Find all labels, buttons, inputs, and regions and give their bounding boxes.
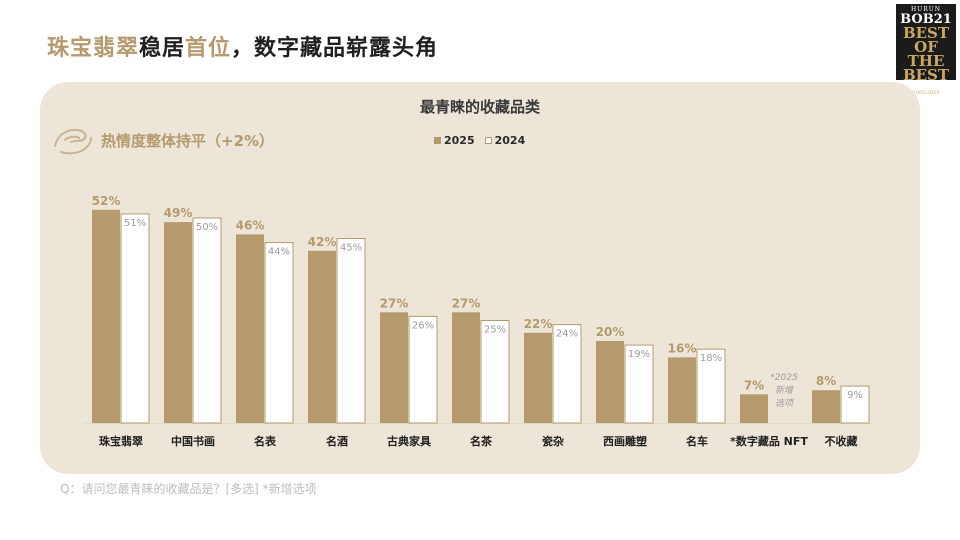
bar-2025 [524, 332, 552, 423]
data-label-2025: 52% [92, 194, 121, 208]
page-headline: 珠宝翡翠稳居首位，数字藏品崭露头角 [47, 30, 438, 62]
data-label-2024: 19% [628, 349, 650, 360]
category-label: 古典家具 [387, 434, 431, 448]
bar-2024 [336, 238, 366, 424]
bar-2025 [596, 341, 624, 423]
bar-2024 [696, 348, 726, 424]
chart-subtitle: 热情度整体持平（+2%） [101, 132, 275, 150]
bar-2025 [380, 312, 408, 423]
data-label-2025: 27% [380, 296, 409, 310]
data-label-2025: 20% [596, 325, 625, 339]
category-label: 不收藏 [825, 434, 858, 448]
data-label-2025: 8% [816, 374, 836, 388]
data-label-2025: 7% [744, 378, 764, 392]
bar-2025 [452, 312, 480, 423]
data-label-2024: 50% [196, 222, 218, 233]
logo-line-2: BOB21 [900, 12, 952, 27]
data-label-2024: 24% [556, 329, 578, 340]
legend-item-2025: 2025 [434, 134, 475, 147]
legend-item-2024: 2024 [484, 134, 526, 147]
legend-swatch-2025 [434, 137, 441, 144]
bar-2024 [840, 385, 870, 424]
category-label: 中国书画 [171, 434, 215, 448]
category-label: 珠宝翡翠 [99, 434, 143, 448]
bar-2025 [812, 390, 840, 423]
data-label-2025: 27% [452, 296, 481, 310]
bar-2025 [92, 209, 120, 423]
data-label-2025: 22% [524, 317, 553, 331]
data-label-2025: 16% [668, 341, 697, 355]
hand-icon [54, 128, 92, 155]
data-label-2025: 42% [308, 235, 337, 249]
legend-label-2024: 2024 [494, 134, 526, 147]
bar-2024 [552, 324, 582, 424]
data-label-2024: 51% [124, 218, 146, 229]
bar-2025 [668, 357, 696, 423]
survey-question-footnote: Q：请问您最青睐的收藏品是？[多选] *新增选项 [60, 482, 317, 496]
bar-2024 [192, 217, 222, 424]
bar-2024 [624, 344, 654, 424]
new-option-annotation: *2025 [770, 373, 798, 383]
chart-legend: 2025 2024 [434, 134, 525, 147]
category-label: 西画雕塑 [603, 434, 647, 448]
headline-highlight-1: 珠宝翡翠 [47, 36, 140, 61]
category-label: 名表 [254, 434, 277, 448]
data-label-2024: 44% [268, 247, 290, 258]
chart-title: 最青睐的收藏品类 [419, 98, 540, 116]
legend-label-2025: 2025 [444, 134, 475, 147]
data-label-2025: 46% [236, 218, 265, 232]
bar-2024 [480, 320, 510, 424]
new-option-annotation: 选项 [775, 398, 795, 409]
data-label-2024: 26% [412, 320, 434, 331]
bar-2025 [236, 234, 264, 423]
data-label-2024: 25% [484, 325, 506, 336]
hurun-best-of-best-logo: HURUN BOB21 BEST OF THE BEST 胡润至尚优品 2005… [896, 4, 956, 96]
data-label-2024: 18% [700, 353, 722, 364]
bar-2025 [740, 394, 768, 423]
bar-2024 [408, 315, 438, 424]
data-label-2024: 9% [847, 390, 863, 401]
logo-line-3: BEST OF THE BEST [902, 24, 950, 84]
headline-text-1: 稳居 [139, 36, 186, 61]
logo-line-5: 2005-2025 [912, 90, 940, 96]
logo-line-4: 胡润至尚优品 [910, 84, 941, 90]
data-label-2024: 45% [340, 243, 362, 254]
new-option-annotation: 新增 [775, 385, 794, 396]
headline-text-2: ，数字藏品崭露头角 [231, 36, 439, 61]
bar-2025 [164, 222, 192, 423]
bar-2025 [308, 250, 336, 423]
category-label: 名酒 [326, 434, 348, 448]
category-label: 名茶 [470, 434, 493, 448]
bar-2024 [264, 242, 294, 424]
category-label: 名车 [686, 434, 708, 448]
category-label: 瓷杂 [542, 434, 564, 448]
headline-highlight-2: 首位 [185, 36, 232, 61]
data-label-2025: 49% [164, 206, 193, 220]
logo-line-1: HURUN [910, 6, 942, 13]
bar-2024 [120, 213, 150, 424]
category-label: *数字藏品 NFT [730, 434, 808, 448]
legend-swatch-2024 [484, 137, 492, 144]
